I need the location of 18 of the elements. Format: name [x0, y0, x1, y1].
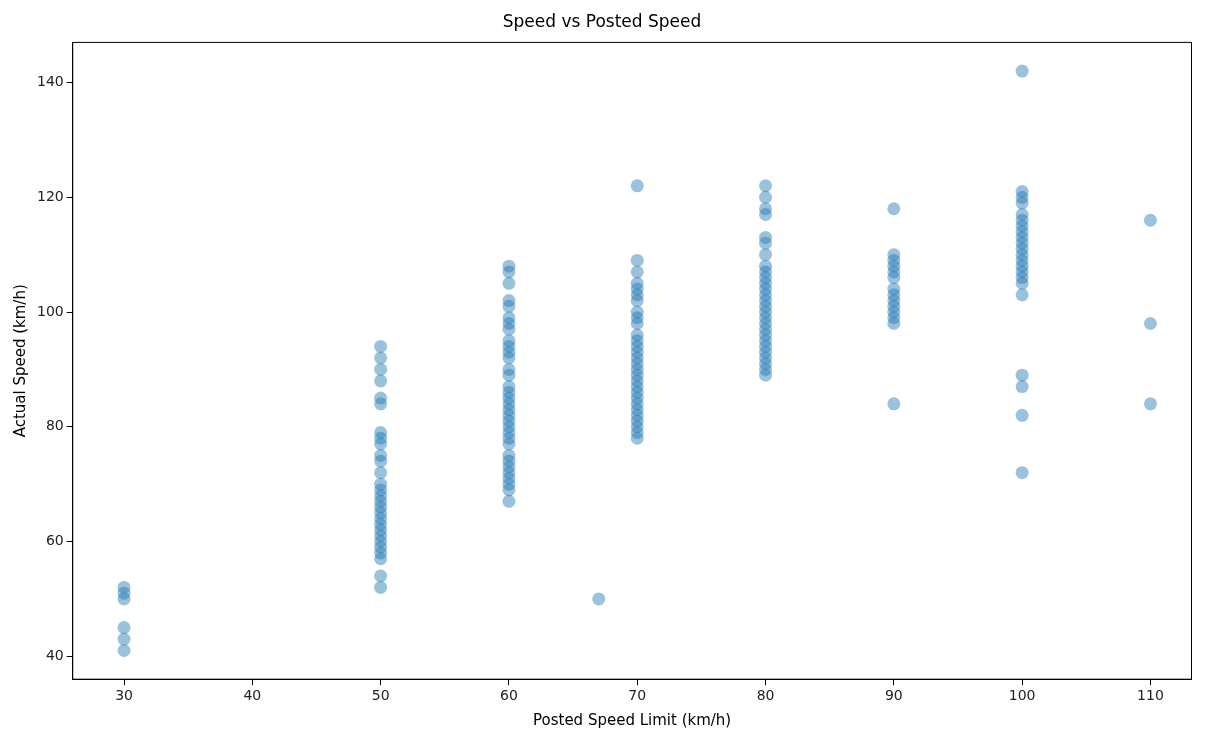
- x-tick-label: 50: [371, 687, 390, 704]
- y-tick-label: 60: [45, 532, 64, 549]
- y-tick-label: 40: [45, 646, 64, 663]
- x-tick-label: 30: [115, 687, 133, 704]
- y-tick-label: 80: [45, 417, 64, 434]
- x-tick-label: 90: [884, 687, 903, 704]
- y-tick-label: 120: [36, 187, 64, 204]
- x-tick-label: 110: [1137, 687, 1164, 704]
- x-tick-label: 100: [1008, 687, 1036, 704]
- y-tick-label: 100: [36, 302, 64, 319]
- y-axis-title: Actual Speed (km/h): [10, 284, 29, 438]
- y-tick-label: 140: [36, 73, 64, 90]
- x-tick-label: 60: [500, 687, 518, 704]
- x-tick-label: 40: [243, 687, 262, 704]
- x-tick-label: 80: [756, 687, 775, 704]
- x-axis-title: Posted Speed Limit (km/h): [533, 710, 732, 729]
- chart-title: Speed vs Posted Speed: [502, 10, 702, 31]
- x-tick-label: 70: [628, 687, 647, 704]
